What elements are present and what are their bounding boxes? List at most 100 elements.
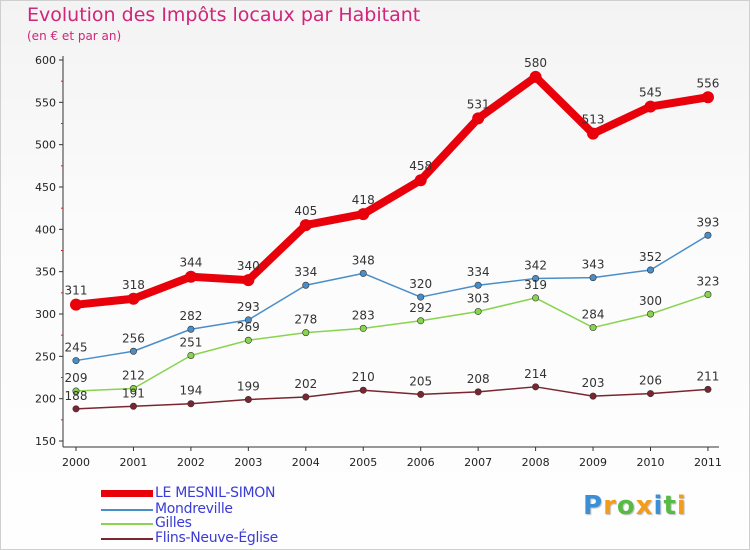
data-label: 513 [582,113,605,127]
x-tick-label: 2001 [119,456,147,469]
data-label: 210 [352,370,375,384]
data-point[interactable] [70,298,82,311]
data-label: 245 [65,341,88,355]
data-point[interactable] [302,281,310,289]
data-point[interactable] [187,400,195,408]
y-tick-label: 300 [35,308,56,321]
data-point[interactable] [704,291,712,299]
data-point[interactable] [704,231,712,239]
logo-letter: i [676,491,687,521]
data-point[interactable] [302,329,310,337]
data-label: 458 [409,159,432,173]
data-point[interactable] [72,387,80,395]
x-tick-label: 2004 [292,456,320,469]
y-tick-label: 450 [35,181,56,194]
series-line [75,386,709,410]
data-point[interactable] [474,281,482,289]
x-tick-label: 2005 [349,456,377,469]
data-label: 293 [237,300,260,314]
data-label: 202 [294,377,317,391]
legend-swatch [101,538,153,540]
data-point[interactable] [242,274,255,287]
data-point[interactable] [646,266,654,274]
data-point[interactable] [532,383,540,391]
data-label: 393 [696,215,719,229]
data-point[interactable] [701,91,714,104]
data-label: 278 [294,313,317,327]
data-point[interactable] [532,294,540,302]
data-point[interactable] [589,274,597,282]
data-point[interactable] [529,70,542,83]
data-point[interactable] [587,127,600,140]
data-point[interactable] [184,270,197,283]
data-point[interactable] [127,292,140,305]
data-point[interactable] [359,386,367,394]
x-axis-ticks: 2000 2001 2002 2003 2004 2005 2006 2007 2008 2009… [62,447,722,469]
data-label: 212 [122,369,145,383]
data-label: 405 [294,204,317,218]
data-point[interactable] [244,396,252,404]
data-label: 282 [179,309,202,323]
data-point[interactable] [704,385,712,393]
data-point[interactable] [244,336,252,344]
data-label: 340 [237,259,260,273]
data-point[interactable] [187,351,195,359]
data-point[interactable] [302,393,310,401]
data-point[interactable] [646,310,654,318]
legend-item-le-mesnil-simon[interactable]: LE MESNIL-SIMON [101,485,361,502]
data-point[interactable] [244,316,252,324]
legend-item-gilles[interactable]: Gilles [101,515,361,532]
data-point[interactable] [474,388,482,396]
data-point[interactable] [532,274,540,282]
legend-item-flins-neuve-eglise[interactable]: Flins-Neuve-Église [101,530,361,547]
data-label: 194 [179,384,202,398]
data-label: 269 [237,320,260,334]
data-point[interactable] [589,392,597,400]
series-line [75,293,709,392]
legend-label: Flins-Neuve-Église [155,530,278,546]
data-label: 214 [524,367,547,381]
data-label: 303 [467,291,490,305]
data-point[interactable] [129,402,137,410]
legend-swatch [101,509,153,511]
data-point[interactable] [417,293,425,301]
data-point[interactable] [129,385,137,393]
data-point[interactable] [187,325,195,333]
data-point[interactable] [72,357,80,365]
data-point[interactable] [359,324,367,332]
data-point[interactable] [359,269,367,277]
y-tick-label: 550 [35,96,56,109]
series-flins-neuve-glise [72,383,712,413]
series-line [75,234,709,362]
data-point[interactable] [646,390,654,398]
chart-subtitle: (en € et par an) [27,29,122,43]
data-point[interactable] [72,405,80,413]
legend-item-mondreville[interactable]: Mondreville [101,501,361,518]
data-point[interactable] [417,317,425,325]
data-label: 323 [696,275,719,289]
data-point[interactable] [644,100,657,113]
data-label: 418 [352,193,375,207]
data-point[interactable] [129,347,137,355]
data-label: 209 [65,371,88,385]
data-label: 352 [639,250,662,264]
y-tick-label: 350 [35,266,56,279]
data-point[interactable] [589,324,597,332]
data-point[interactable] [357,208,370,221]
y-tick-label: 250 [35,350,56,363]
data-label: 342 [524,258,547,272]
data-label: 284 [582,308,605,322]
legend-label: Mondreville [155,501,233,517]
data-label: 300 [639,294,662,308]
data-point[interactable] [417,390,425,398]
data-label: 205 [409,374,432,388]
data-label: 256 [122,331,145,345]
data-point[interactable] [414,174,427,187]
data-point[interactable] [472,112,485,125]
logo-letter: i [653,491,664,521]
data-point[interactable] [474,307,482,315]
series-mondreville [72,231,712,365]
data-point[interactable] [299,219,312,232]
data-label: 348 [352,253,375,267]
